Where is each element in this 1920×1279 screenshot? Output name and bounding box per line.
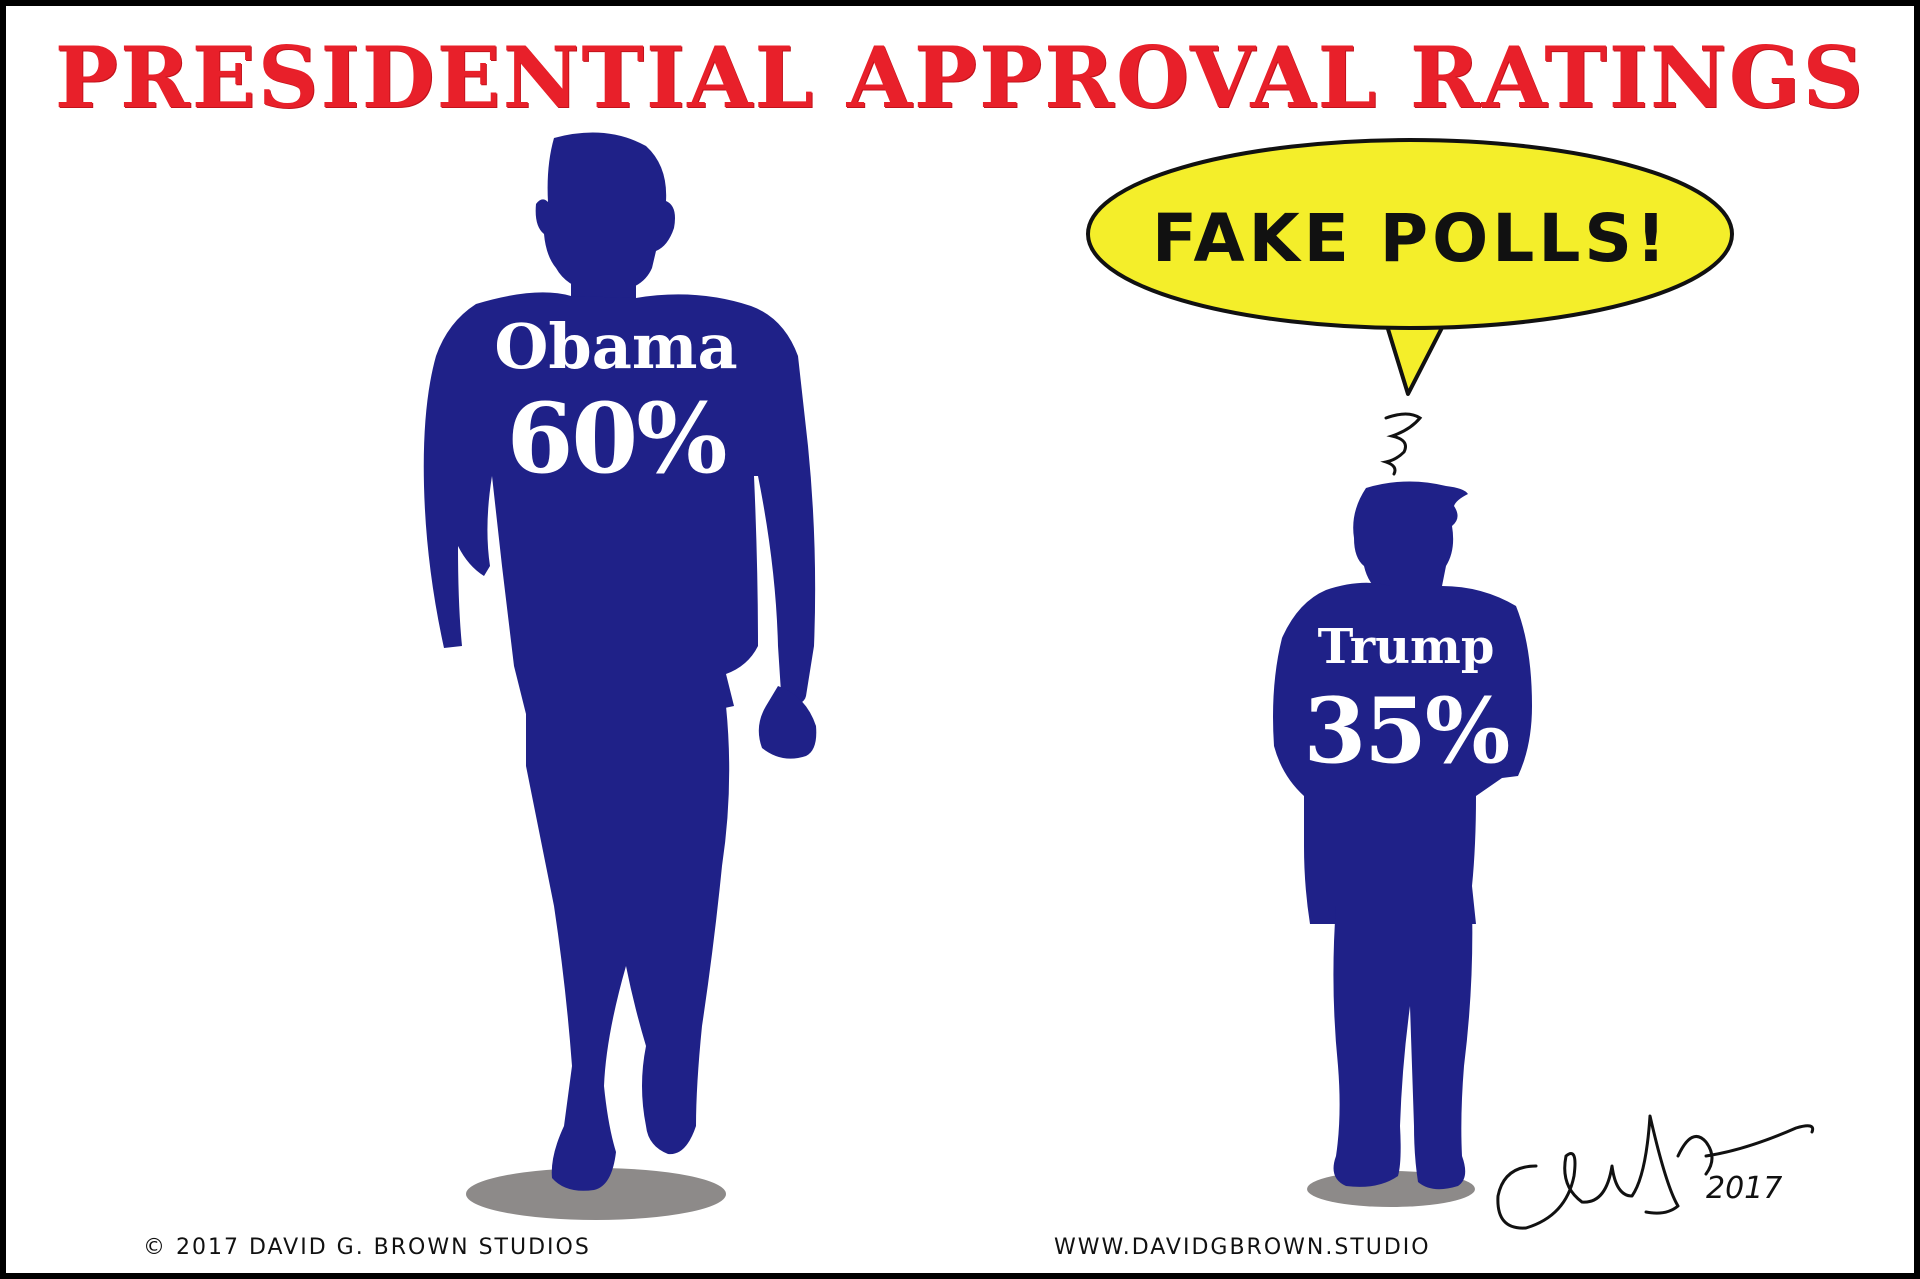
speech-bubble-text: FAKE POLLS! [1151, 200, 1671, 277]
trump-name-label: Trump [1317, 619, 1495, 675]
obama-name-label: Obama [494, 310, 738, 383]
obama-ground-shadow [466, 1168, 726, 1220]
cartoon-title: PRESIDENTIAL APPROVAL RATINGS [54, 28, 1866, 127]
cartoon-panel: PRESIDENTIAL APPROVAL RATINGS [6, 6, 1914, 1273]
website-link[interactable]: WWW.DAVIDGBROWN.STUDIO [1054, 1235, 1431, 1260]
cartoon-artwork [423, 132, 1815, 1230]
copyright-notice: © 2017 DAVID G. BROWN STUDIOS [143, 1235, 591, 1260]
artist-signature-icon [1496, 1114, 1815, 1230]
obama-silhouette [423, 132, 817, 1220]
trump-rating-label: 35% [1303, 678, 1511, 784]
trump-silhouette [1273, 481, 1532, 1207]
obama-rating-label: 60% [506, 382, 728, 495]
speech-bubble [1086, 138, 1734, 396]
thought-squiggle-icon [1380, 412, 1423, 476]
signature-year: 2017 [1706, 1171, 1783, 1206]
